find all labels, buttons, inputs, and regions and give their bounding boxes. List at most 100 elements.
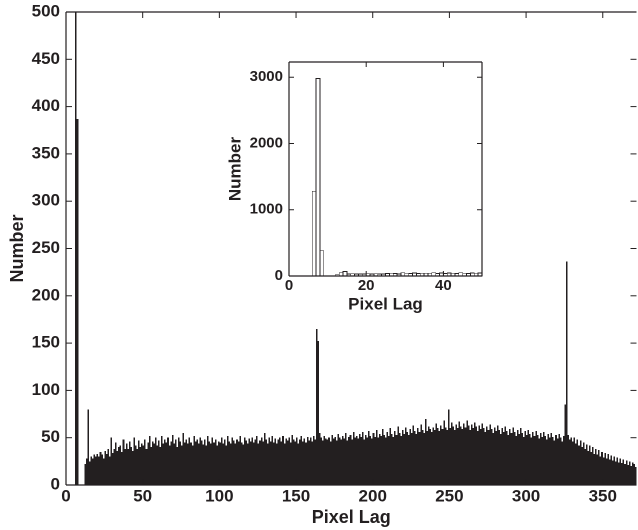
histogram-bar: [257, 443, 260, 485]
histogram-bar: [553, 440, 556, 485]
histogram-bar: [515, 435, 517, 485]
histogram-bar: [98, 456, 100, 485]
histogram-bar: [176, 447, 178, 485]
histogram-bar: [386, 432, 389, 485]
histogram-bar: [161, 435, 163, 485]
histogram-bar: [446, 430, 448, 485]
histogram-bar: [165, 442, 168, 485]
histogram-bar: [342, 270, 348, 277]
histogram-bar: [521, 432, 524, 485]
histogram-bar: [142, 445, 145, 485]
histogram-bar: [602, 457, 605, 485]
histogram-bar: [567, 434, 570, 485]
histogram-bar: [578, 445, 580, 485]
histogram-bar: [351, 439, 353, 485]
histogram-bar: [395, 434, 398, 485]
histogram-bar: [421, 430, 424, 485]
histogram-bar: [507, 434, 510, 485]
histogram-bar: [492, 432, 494, 485]
y-tick-label: 2000: [250, 134, 283, 151]
histogram-bar: [622, 459, 625, 485]
histogram-bar: [150, 447, 152, 485]
histogram-bar: [503, 432, 505, 485]
histogram-bar: [299, 439, 301, 485]
histogram-bar: [509, 429, 511, 485]
histogram-bar: [345, 432, 347, 485]
histogram-bar: [441, 429, 444, 485]
y-axis-title: Number: [7, 214, 27, 282]
histogram-bar: [222, 443, 224, 485]
histogram-bar: [394, 431, 396, 485]
histogram-bar: [573, 437, 576, 485]
histogram-bar: [470, 424, 473, 485]
x-tick-label: 40: [435, 277, 452, 294]
histogram-bar: [193, 435, 195, 485]
histogram-bar: [326, 439, 329, 485]
histogram-bar: [572, 441, 574, 485]
histogram-bar: [306, 436, 309, 485]
histogram-bar: [552, 436, 554, 485]
y-tick-label: 0: [51, 474, 60, 493]
histogram-bar: [555, 434, 557, 485]
histogram-bar: [634, 467, 637, 485]
histogram-bar: [621, 463, 623, 485]
histogram-bar: [113, 449, 116, 485]
histogram-bar: [480, 429, 482, 485]
histogram-bar: [170, 441, 172, 485]
histogram-bar: [615, 461, 617, 485]
histogram-bar: [607, 453, 609, 485]
histogram-bar: [317, 341, 320, 485]
x-tick-label: 100: [205, 486, 233, 505]
histogram-bar: [262, 441, 264, 485]
histogram-bar: [466, 420, 468, 485]
histogram-bar: [323, 435, 326, 485]
histogram-bar: [487, 430, 490, 485]
histogram-bar: [532, 432, 534, 485]
histogram-bar: [380, 435, 382, 485]
histogram-bar: [217, 441, 220, 485]
histogram-bar: [513, 432, 516, 485]
histogram-bar: [342, 435, 344, 485]
histogram-bar: [483, 428, 485, 485]
histogram-bar: [265, 439, 267, 485]
histogram-bar: [383, 434, 385, 485]
histogram-bar: [269, 441, 272, 485]
histogram-bar: [223, 439, 226, 485]
histogram-bar: [153, 443, 155, 485]
histogram-bar: [546, 439, 548, 485]
histogram-bar: [328, 437, 330, 485]
histogram-bar: [296, 437, 298, 485]
histogram-bar: [227, 435, 229, 485]
histogram-bar: [322, 440, 324, 485]
histogram-bar: [378, 433, 381, 485]
histogram-bar: [409, 429, 412, 485]
histogram-bar: [207, 435, 209, 485]
histogram-bar: [254, 439, 257, 485]
histogram-bar: [268, 437, 270, 485]
histogram-bar: [527, 430, 530, 485]
histogram-bar: [245, 440, 247, 485]
y-tick-label: 300: [32, 191, 60, 210]
histogram-bar: [131, 450, 134, 485]
histogram-bar: [564, 404, 566, 485]
y-tick-label: 0: [275, 267, 283, 284]
histogram-bar: [144, 439, 146, 485]
histogram-bar: [282, 435, 284, 485]
histogram-bar: [133, 437, 136, 485]
histogram-bar: [202, 444, 205, 485]
histogram-bar: [377, 437, 379, 485]
histogram-bar: [329, 441, 332, 485]
histogram-bar: [181, 445, 183, 485]
histogram-bar: [415, 433, 418, 485]
histogram-bar: [248, 438, 251, 485]
histogram-bar: [516, 430, 519, 485]
histogram-bar: [374, 436, 376, 485]
histogram-bar: [461, 429, 464, 485]
histogram-bar: [412, 425, 415, 485]
histogram-bar: [285, 438, 287, 485]
x-tick-label: 150: [282, 486, 310, 505]
histogram-bar: [561, 441, 563, 485]
histogram-bar: [539, 432, 542, 485]
histogram-bar: [266, 443, 269, 485]
histogram-bar: [375, 430, 378, 485]
